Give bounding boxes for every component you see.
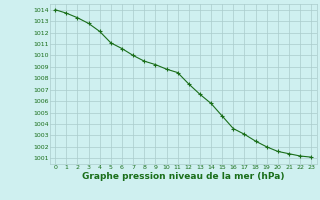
X-axis label: Graphe pression niveau de la mer (hPa): Graphe pression niveau de la mer (hPa) <box>82 172 284 181</box>
